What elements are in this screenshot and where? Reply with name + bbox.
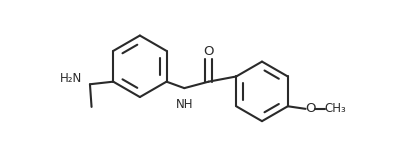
Text: O: O xyxy=(304,102,315,115)
Text: O: O xyxy=(203,45,213,58)
Text: NH: NH xyxy=(175,98,193,112)
Text: H₂N: H₂N xyxy=(60,72,82,85)
Text: CH₃: CH₃ xyxy=(324,102,345,115)
